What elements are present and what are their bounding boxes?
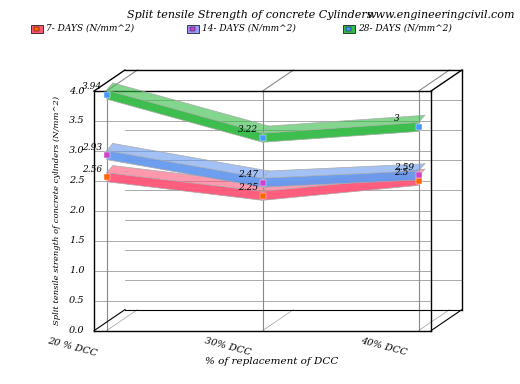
Text: 2.5: 2.5: [69, 176, 85, 185]
Polygon shape: [263, 176, 419, 200]
Polygon shape: [107, 83, 269, 133]
Text: 2.56: 2.56: [82, 165, 102, 174]
Text: 2.59: 2.59: [394, 163, 414, 172]
Text: 7- DAYS (N/mm^2): 7- DAYS (N/mm^2): [46, 23, 134, 32]
Text: 4.0: 4.0: [69, 86, 85, 96]
Text: 3: 3: [394, 114, 399, 123]
Polygon shape: [263, 122, 419, 142]
Text: 20 % DCC: 20 % DCC: [46, 336, 98, 358]
Text: 2.0: 2.0: [69, 206, 85, 215]
Text: 3.94: 3.94: [82, 82, 102, 91]
Text: 0.0: 0.0: [69, 326, 85, 335]
Text: 14- DAYS (N/mm^2): 14- DAYS (N/mm^2): [202, 23, 296, 32]
Text: 2.47: 2.47: [238, 170, 258, 179]
Text: Split tensile strength of concrete cylinders (N/mm^2): Split tensile strength of concrete cylin…: [53, 96, 61, 325]
Text: 1.0: 1.0: [69, 266, 85, 275]
Text: Split tensile Strength of concrete Cylinders: Split tensile Strength of concrete Cylin…: [127, 10, 372, 20]
Text: 40% DCC: 40% DCC: [360, 336, 408, 357]
Text: 2.93: 2.93: [82, 142, 102, 152]
Text: 2.25: 2.25: [238, 183, 258, 192]
Text: 3.5: 3.5: [69, 116, 85, 126]
Text: 2.5: 2.5: [394, 168, 408, 177]
Polygon shape: [107, 151, 263, 187]
Text: 1.5: 1.5: [69, 236, 85, 245]
Polygon shape: [263, 115, 425, 133]
Polygon shape: [263, 169, 425, 191]
Text: 3.0: 3.0: [69, 146, 85, 156]
Text: 0.5: 0.5: [69, 296, 85, 305]
Text: 30% DCC: 30% DCC: [204, 336, 252, 357]
Polygon shape: [107, 166, 269, 191]
Text: 3.22: 3.22: [238, 125, 258, 134]
Polygon shape: [263, 171, 419, 187]
Polygon shape: [263, 164, 425, 178]
Polygon shape: [107, 143, 269, 178]
Text: 28- DAYS (N/mm^2): 28- DAYS (N/mm^2): [358, 23, 452, 32]
Polygon shape: [107, 90, 263, 142]
Text: % of replacement of DCC: % of replacement of DCC: [205, 357, 339, 366]
Text: www.engineeringcivil.com: www.engineeringcivil.com: [366, 10, 515, 20]
Polygon shape: [107, 173, 263, 200]
